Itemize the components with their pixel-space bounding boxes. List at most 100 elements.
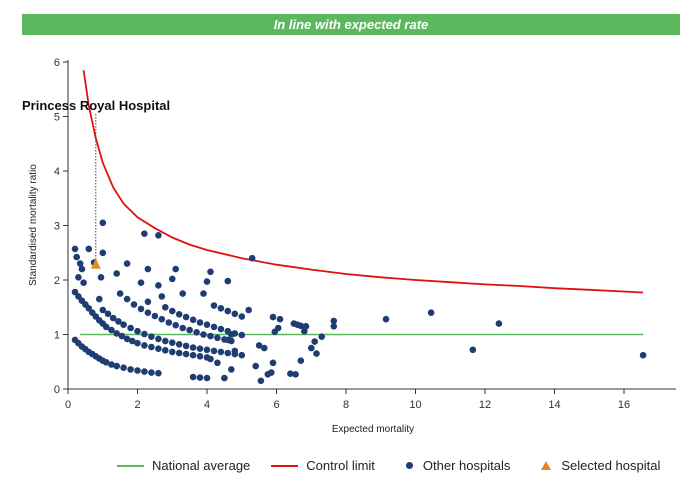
hospital-point bbox=[302, 323, 310, 330]
hospital-point bbox=[155, 232, 162, 239]
hospital-point bbox=[427, 309, 435, 317]
hospital-point bbox=[76, 260, 84, 267]
legend-item-other-hospitals: Other hospitals bbox=[396, 458, 510, 473]
hospital-point bbox=[221, 374, 228, 382]
hospital-point bbox=[127, 366, 134, 373]
hospital-point bbox=[175, 349, 183, 357]
legend-item-control-limit: Control limit bbox=[271, 458, 375, 473]
hospital-point bbox=[330, 317, 338, 325]
legend-label: Control limit bbox=[306, 458, 375, 473]
hospital-point bbox=[182, 313, 190, 321]
hospital-point bbox=[203, 374, 211, 382]
y-axis-label: Standardised mortality ratio bbox=[28, 164, 39, 286]
hospital-point bbox=[151, 312, 159, 320]
hospital-point bbox=[297, 357, 305, 365]
hospital-point bbox=[80, 279, 87, 287]
hospital-point bbox=[276, 315, 284, 323]
hospital-point bbox=[102, 323, 110, 331]
hospital-point bbox=[217, 348, 225, 356]
hospital-point bbox=[155, 345, 162, 353]
hospital-point bbox=[269, 359, 277, 367]
hospital-point bbox=[292, 371, 299, 378]
hospital-point bbox=[115, 318, 122, 325]
hospital-point bbox=[186, 326, 193, 334]
hospital-point bbox=[99, 219, 107, 227]
hospital-point bbox=[210, 302, 218, 309]
hospital-point bbox=[144, 298, 152, 306]
hospital-point bbox=[130, 301, 138, 308]
hospital-point bbox=[207, 268, 214, 276]
hospital-point bbox=[155, 369, 162, 377]
hospital-point bbox=[189, 351, 197, 359]
hospital-point bbox=[123, 335, 131, 343]
hospital-point bbox=[123, 295, 131, 303]
hospital-point bbox=[238, 351, 246, 359]
hospital-point bbox=[189, 344, 197, 351]
hospital-point bbox=[313, 350, 320, 357]
hospital-point bbox=[257, 377, 265, 385]
legend-line-control-limit bbox=[271, 464, 299, 467]
hospital-point bbox=[287, 370, 294, 378]
x-tick-label: 0 bbox=[65, 399, 71, 411]
x-axis-label: Expected mortality bbox=[332, 424, 414, 435]
hospital-point bbox=[269, 313, 277, 321]
legend-line-national-average bbox=[117, 464, 144, 467]
hospital-point bbox=[85, 245, 93, 253]
hospital-point bbox=[148, 343, 155, 351]
hospital-point bbox=[104, 310, 112, 318]
hospital-point bbox=[175, 311, 183, 318]
hospital-point bbox=[123, 260, 131, 267]
hospital-point bbox=[137, 305, 145, 313]
hospital-point bbox=[102, 359, 110, 366]
x-tick-label: 14 bbox=[548, 399, 560, 411]
hospital-point bbox=[196, 319, 204, 326]
hospital-point bbox=[261, 344, 268, 352]
hospital-point bbox=[214, 334, 221, 342]
legend-triangle-selected-hospital bbox=[541, 461, 552, 470]
hospital-point bbox=[141, 342, 148, 349]
hospital-point bbox=[210, 347, 218, 355]
hospital-point bbox=[193, 329, 200, 336]
hospital-point bbox=[169, 275, 176, 283]
hospital-point bbox=[162, 347, 169, 354]
y-tick-label: 3 bbox=[54, 221, 60, 233]
selected-hospital-point bbox=[90, 258, 101, 269]
hospital-point bbox=[155, 335, 162, 343]
hospital-point bbox=[224, 277, 232, 285]
hospital-point bbox=[134, 367, 141, 374]
hospital-point bbox=[207, 355, 214, 363]
hospital-point bbox=[228, 331, 235, 338]
control-limit-line bbox=[82, 70, 644, 294]
x-tick-label: 4 bbox=[204, 399, 210, 411]
hospital-point bbox=[200, 331, 207, 338]
hospital-point bbox=[210, 323, 218, 331]
hospital-point bbox=[134, 339, 141, 347]
hospital-point bbox=[169, 307, 176, 315]
hospital-point bbox=[182, 342, 190, 350]
hospital-point bbox=[238, 313, 246, 320]
hospital-point bbox=[203, 278, 211, 285]
hospital-point bbox=[144, 309, 152, 317]
hospital-point bbox=[207, 332, 214, 340]
hospital-point bbox=[255, 342, 263, 349]
hospital-point bbox=[179, 324, 186, 332]
hospital-point bbox=[231, 310, 239, 318]
legend-item-selected-hospital: Selected hospital bbox=[531, 458, 660, 473]
hospital-point bbox=[155, 282, 162, 289]
legend-label: Other hospitals bbox=[422, 458, 511, 473]
hospital-point bbox=[274, 324, 282, 332]
hospital-point bbox=[308, 344, 315, 352]
hospital-point bbox=[311, 338, 319, 345]
hospital-point bbox=[196, 374, 204, 381]
hospital-point bbox=[224, 349, 232, 357]
hospital-point bbox=[169, 348, 176, 356]
x-tick-label: 16 bbox=[618, 399, 630, 411]
hospital-point bbox=[217, 305, 225, 312]
legend: National average Control limit Other hos… bbox=[117, 458, 681, 473]
y-tick-label: 5 bbox=[54, 112, 60, 124]
hospital-point bbox=[189, 316, 197, 324]
hospital-point bbox=[495, 320, 503, 327]
hospital-point bbox=[228, 366, 235, 373]
